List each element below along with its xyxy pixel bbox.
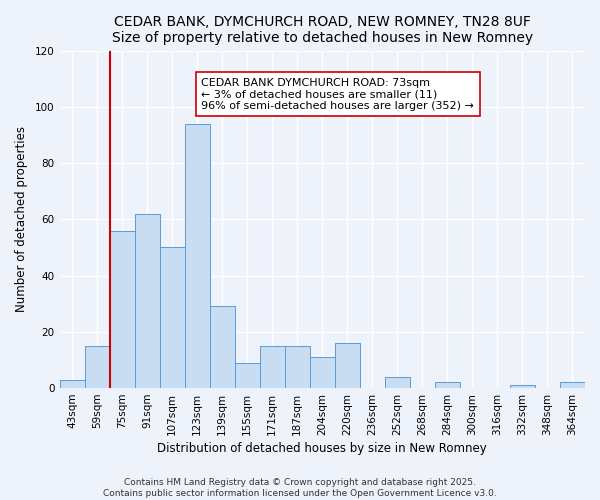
Bar bbox=[285, 346, 310, 388]
Bar bbox=[85, 346, 110, 388]
Bar bbox=[510, 386, 535, 388]
Bar bbox=[59, 380, 85, 388]
Bar bbox=[560, 382, 585, 388]
X-axis label: Distribution of detached houses by size in New Romney: Distribution of detached houses by size … bbox=[157, 442, 487, 455]
Bar bbox=[185, 124, 209, 388]
Bar bbox=[110, 230, 134, 388]
Bar bbox=[209, 306, 235, 388]
Bar bbox=[134, 214, 160, 388]
Title: CEDAR BANK, DYMCHURCH ROAD, NEW ROMNEY, TN28 8UF
Size of property relative to de: CEDAR BANK, DYMCHURCH ROAD, NEW ROMNEY, … bbox=[112, 15, 533, 45]
Bar bbox=[435, 382, 460, 388]
Text: CEDAR BANK DYMCHURCH ROAD: 73sqm
← 3% of detached houses are smaller (11)
96% of: CEDAR BANK DYMCHURCH ROAD: 73sqm ← 3% of… bbox=[202, 78, 475, 110]
Bar bbox=[260, 346, 285, 388]
Text: Contains HM Land Registry data © Crown copyright and database right 2025.
Contai: Contains HM Land Registry data © Crown c… bbox=[103, 478, 497, 498]
Bar bbox=[160, 248, 185, 388]
Y-axis label: Number of detached properties: Number of detached properties bbox=[15, 126, 28, 312]
Bar bbox=[310, 357, 335, 388]
Bar bbox=[385, 377, 410, 388]
Bar bbox=[235, 363, 260, 388]
Bar bbox=[335, 343, 360, 388]
